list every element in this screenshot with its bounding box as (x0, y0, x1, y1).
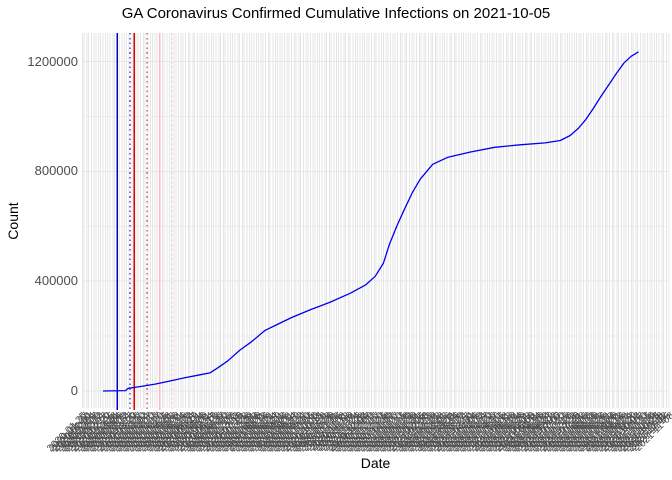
y-tick-label: 1200000 (27, 53, 78, 69)
y-tick-label: 0 (70, 383, 78, 398)
y-tick-label: 400000 (34, 273, 78, 289)
chart-title: GA Coronavirus Confirmed Cumulative Infe… (121, 5, 551, 22)
x-axis-title: Date (360, 455, 391, 471)
series-line-cumulative-confirmed-infections (102, 51, 639, 392)
y-tick-label: 800000 (34, 163, 78, 179)
